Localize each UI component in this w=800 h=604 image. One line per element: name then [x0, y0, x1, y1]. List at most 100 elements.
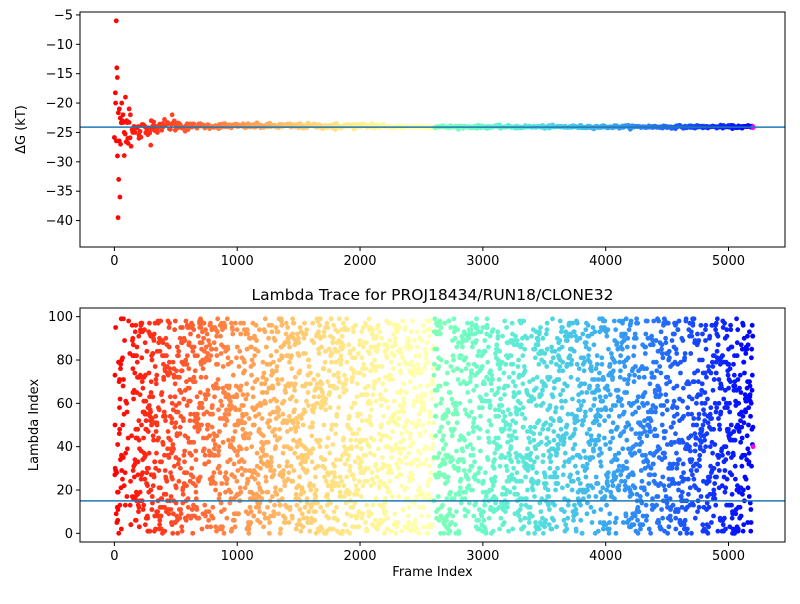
data-point [210, 474, 215, 480]
data-point [169, 400, 175, 406]
data-point [707, 474, 713, 480]
data-point [446, 409, 451, 415]
data-point [327, 450, 333, 456]
data-point [583, 340, 589, 346]
data-point [571, 431, 577, 437]
data-point [206, 357, 212, 363]
data-point [179, 524, 185, 530]
data-point [195, 416, 201, 421]
data-point [453, 403, 459, 408]
data-point [532, 355, 538, 361]
data-point [410, 364, 416, 369]
data-point [207, 342, 212, 348]
data-point [563, 522, 569, 528]
data-point [205, 387, 211, 393]
data-point [673, 431, 678, 437]
data-point [595, 528, 601, 534]
data-point [147, 320, 152, 326]
data-point [369, 121, 375, 127]
data-point [493, 496, 499, 502]
data-point [606, 413, 612, 419]
y-tick-label: −10 [46, 38, 73, 53]
data-point [407, 379, 413, 385]
data-point [352, 400, 358, 406]
data-point [605, 327, 611, 333]
data-point [702, 400, 708, 406]
data-point [252, 353, 258, 359]
data-point [167, 394, 173, 400]
data-point [596, 437, 601, 443]
data-point [487, 398, 492, 404]
data-point [458, 500, 464, 506]
data-point [226, 383, 232, 389]
data-point [246, 526, 252, 532]
data-point [418, 370, 424, 376]
data-point [601, 435, 607, 441]
data-point [484, 325, 490, 330]
data-point [377, 329, 383, 335]
data-point [115, 489, 121, 495]
data-point [564, 383, 570, 389]
data-point [123, 450, 129, 456]
data-point [496, 413, 502, 419]
data-point [658, 370, 664, 376]
data-point [502, 318, 508, 324]
data-point [185, 496, 191, 502]
data-point [493, 500, 498, 506]
data-point [589, 520, 595, 525]
data-point [746, 405, 752, 411]
data-point [375, 346, 380, 352]
data-point [546, 507, 552, 512]
data-point [124, 494, 130, 499]
data-point [260, 374, 266, 380]
data-point [520, 353, 526, 359]
data-point [613, 403, 618, 408]
data-point [226, 411, 232, 417]
data-point [707, 333, 713, 339]
data-point [740, 491, 745, 497]
data-point [707, 411, 713, 417]
data-point [531, 396, 537, 402]
data-point [557, 338, 563, 343]
data-point [584, 465, 590, 471]
data-point [267, 418, 273, 424]
data-point [524, 429, 530, 434]
plot-frame [79, 307, 786, 543]
data-point [172, 424, 178, 430]
data-point [466, 500, 472, 506]
data-point [537, 431, 543, 437]
data-point [382, 500, 388, 506]
data-point [223, 470, 229, 476]
data-point [728, 422, 734, 428]
data-point [439, 424, 445, 430]
data-point [163, 335, 169, 341]
data-point [394, 524, 400, 530]
data-point [158, 526, 164, 532]
data-point [162, 452, 167, 458]
data-point [264, 452, 269, 458]
data-point [369, 476, 375, 482]
data-point [268, 463, 274, 469]
data-point [489, 387, 495, 393]
data-point [593, 474, 599, 480]
data-point [578, 455, 583, 460]
data-point [552, 470, 558, 476]
data-point [209, 424, 215, 430]
data-point [553, 405, 559, 411]
data-point [132, 370, 138, 376]
data-point [168, 437, 173, 443]
data-point [147, 130, 153, 136]
data-point [739, 424, 745, 430]
data-point [299, 485, 305, 491]
data-point [590, 325, 596, 330]
data-point [665, 374, 671, 380]
data-point [588, 407, 594, 413]
data-point [333, 127, 338, 132]
data-point [708, 405, 714, 411]
data-point [365, 478, 370, 484]
data-point [682, 517, 688, 523]
data-point [606, 526, 612, 532]
data-point [739, 409, 744, 415]
data-point [622, 487, 628, 493]
data-point [420, 491, 426, 497]
